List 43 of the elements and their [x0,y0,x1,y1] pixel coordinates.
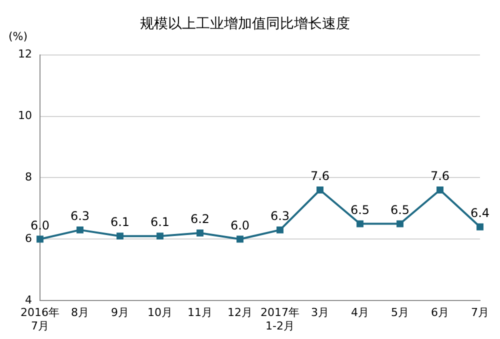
point [116,232,124,240]
data-label: 6.1 [110,215,130,230]
point [436,186,444,194]
point [316,186,324,194]
data-label: 6.5 [350,202,370,217]
point [236,236,244,243]
data-label: 6.2 [190,212,210,226]
x-tick-label: 12月 [228,306,252,320]
y-tick-label: 10 [18,109,32,122]
point [396,220,404,228]
x-tick-label: 4月 [351,306,369,320]
x-tick-label: 10月 [148,306,172,320]
point [356,220,364,228]
y-tick-label: 8 [24,170,32,184]
x-tick-label: 9月 [111,306,129,320]
data-label: 7.6 [310,169,330,184]
x-tick-label: 6月 [431,306,449,320]
point [156,232,164,240]
data-label: 6.1 [150,215,170,230]
y-tick-label: 6 [24,232,32,246]
x-tick-label: 8月 [70,306,89,320]
point [196,230,204,236]
data-label: 6.4 [470,206,490,220]
data-label: 7.6 [430,169,450,184]
data-label: 6.3 [70,209,90,224]
x-tick-label: 11月 [188,306,212,320]
y-axis-title: (%) [8,30,28,44]
point [76,226,84,234]
x-tick-label: 2016年 7月 [20,306,60,332]
data-label: 6.0 [230,218,250,232]
x-tick-label: 7月 [471,306,489,320]
y-tick-label: 12 [18,48,32,61]
point [36,236,44,243]
x-tick-label: 3月 [311,306,329,320]
data-label: 6.3 [270,209,290,224]
data-label: 6.5 [390,202,410,217]
point [276,226,284,234]
x-tick-label: 5月 [391,306,409,320]
x-tick-label: 2017年 1-2月 [260,306,300,332]
y-tick-label: 4 [24,293,32,306]
data-label: 6.0 [30,218,50,232]
chart-title: 规模以上工业增加值同比增长速度 [140,16,350,32]
point [476,223,484,230]
